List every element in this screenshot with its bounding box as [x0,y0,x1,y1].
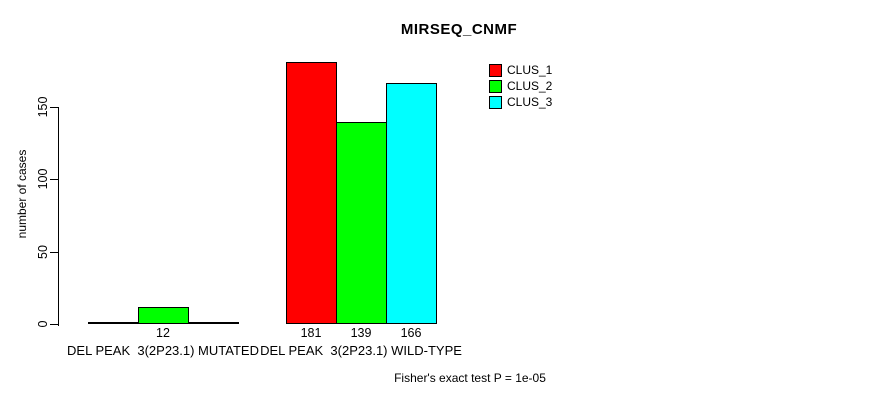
bar-clus_3-group2 [386,83,437,324]
bar-clus_2-group1 [138,307,189,324]
bar-clus_1-group2 [286,62,337,324]
y-axis-tick [50,107,58,108]
x-axis-group-label: DEL PEAK 3(2P23.1) MUTATED [67,343,259,358]
legend-swatch-clus_2 [489,80,502,93]
y-axis-tick-label: 50 [36,245,50,259]
bar-value-label: 139 [350,326,372,340]
legend-label: CLUS_1 [507,63,553,77]
x-axis-group-label: DEL PEAK 3(2P23.1) WILD-TYPE [260,343,462,358]
bar-value-label: 181 [300,326,322,340]
bar-value-label: 166 [400,326,422,340]
legend-label: CLUS_2 [507,79,553,93]
legend-swatch-clus_1 [489,64,502,77]
chart-title: MIRSEQ_CNMF [400,21,518,38]
y-axis-title: number of cases [15,149,29,239]
bar-clus_3-group1-zero-line [188,322,239,324]
bar-clus_2-group2 [336,122,387,324]
y-axis-tick [50,252,58,253]
bar-value-label: 12 [156,326,170,340]
legend-label: CLUS_3 [507,95,553,109]
footer-note: Fisher's exact test P = 1e-05 [394,371,546,385]
y-axis-tick [50,179,58,180]
bar-clus_1-group1-zero-line [88,322,139,324]
y-axis-tick [50,324,58,325]
y-axis-tick-label: 100 [36,168,50,190]
y-axis-tick-label: 0 [36,320,50,328]
legend-swatch-clus_3 [489,96,502,109]
y-axis-tick-label: 150 [36,96,50,118]
y-axis-line [58,107,59,326]
